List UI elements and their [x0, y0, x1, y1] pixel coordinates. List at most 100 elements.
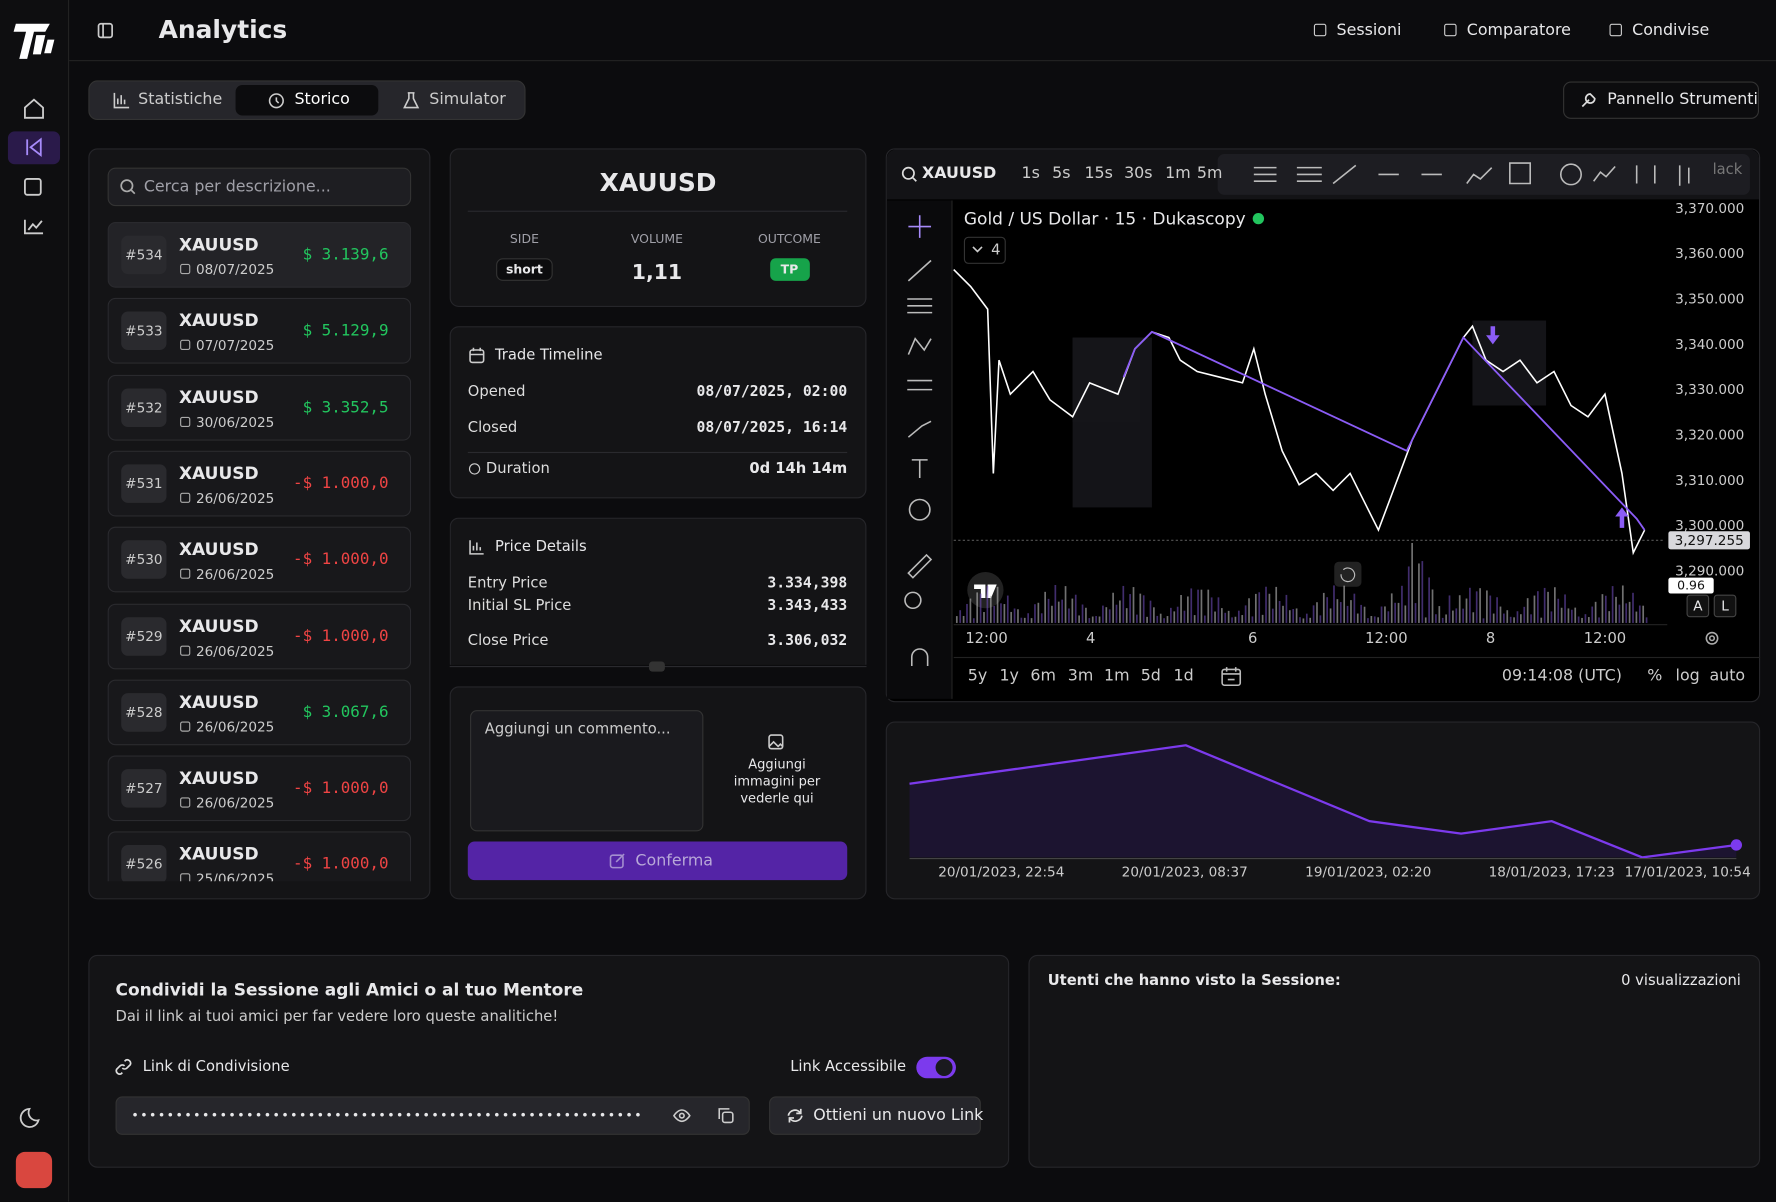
decor [907, 259, 933, 478]
trade-item[interactable] [107, 755, 412, 822]
scale-option[interactable]: log [1675, 667, 1700, 686]
shape [1217, 597, 1220, 623]
toggle-knob [935, 1059, 953, 1077]
shape [1394, 602, 1396, 623]
trade-id-badge [121, 388, 167, 427]
indicator-toggle[interactable] [963, 236, 1006, 264]
trade-item[interactable] [107, 374, 412, 441]
shape [1489, 595, 1492, 623]
equity-x-label: 20/01/2023, 08:37 [1121, 864, 1248, 881]
trade-id: #533 [125, 323, 163, 339]
shape [1183, 610, 1186, 623]
shape [1108, 609, 1111, 623]
range[interactable]: 1y [999, 667, 1019, 686]
shape [1139, 593, 1142, 623]
interval[interactable]: 5s [1052, 164, 1071, 183]
interval[interactable]: 30s [1124, 164, 1153, 183]
shape [1404, 605, 1407, 623]
shape [1553, 587, 1556, 623]
shape [1462, 608, 1464, 623]
trade-id-badge [121, 616, 167, 656]
scale-option[interactable]: auto [1709, 667, 1746, 686]
range[interactable]: 1m [1104, 667, 1130, 686]
comment-input[interactable] [470, 710, 704, 832]
scale-label[interactable]: L [1721, 598, 1729, 614]
shape [721, 1111, 734, 1124]
new-link-label: Ottieni un nuovo Link [813, 1106, 984, 1125]
decor [953, 269, 1646, 556]
volume-value: 0.96 [1677, 578, 1705, 593]
range[interactable]: 1d [1173, 667, 1194, 686]
eye-icon[interactable] [673, 1109, 691, 1123]
shape [1003, 604, 1006, 623]
shape [1074, 594, 1077, 623]
shape [1564, 594, 1566, 623]
shape [1333, 585, 1335, 623]
scale-button [1686, 594, 1710, 618]
header-action[interactable]: Sessioni [1336, 21, 1402, 40]
decor [470, 347, 484, 356]
link-label: Link di Condivisione [142, 1058, 290, 1076]
search[interactable] [107, 167, 412, 207]
shape [1136, 614, 1138, 623]
shape [1288, 610, 1291, 623]
shape [1071, 598, 1074, 623]
interval[interactable]: 1s [1021, 164, 1040, 183]
shape [1299, 617, 1301, 623]
header-action[interactable]: Comparatore [1466, 21, 1571, 40]
row-value: 0d 14h 14m [749, 460, 848, 478]
shape [1017, 609, 1019, 623]
shape [1159, 613, 1162, 623]
shape [1638, 605, 1641, 623]
range[interactable]: 6m [1030, 667, 1056, 686]
divider [467, 210, 848, 212]
new-link-button[interactable] [769, 1096, 981, 1135]
tools-button[interactable] [1563, 81, 1760, 119]
goto-date[interactable] [1221, 666, 1242, 687]
shape [1401, 585, 1403, 623]
interval[interactable]: 1m [1165, 164, 1191, 183]
scale-option[interactable]: % [1647, 667, 1663, 686]
shape [1567, 608, 1570, 623]
shape [1598, 617, 1600, 623]
shape [1156, 615, 1159, 623]
tab[interactable]: Statistiche [138, 90, 223, 109]
shape [1455, 608, 1458, 623]
shape [1248, 598, 1250, 623]
trade-date: 30/06/2025 [195, 414, 275, 430]
shape [1397, 602, 1400, 623]
range[interactable]: 5y [967, 667, 988, 686]
chart-symbol[interactable]: XAUUSD [921, 164, 997, 183]
interval[interactable]: 15s [1084, 164, 1113, 183]
viewers-count: 0 visualizzazioni [1621, 972, 1741, 990]
decor [768, 740, 784, 748]
search-icon [901, 166, 917, 182]
live-dot [1252, 212, 1265, 225]
shape [966, 603, 968, 623]
copy-icon[interactable] [718, 1108, 734, 1124]
link-mask: ••••••••••••••••••••••••••••••••••••••••… [131, 1108, 644, 1124]
image-drop[interactable]: Aggiungi immagini per vederle qui [733, 756, 821, 806]
decor [673, 1109, 691, 1123]
shape [1503, 613, 1505, 623]
shape [1469, 587, 1471, 623]
scale-label[interactable]: A [1693, 598, 1703, 614]
trade-id-badge [121, 845, 167, 882]
decor [1340, 567, 1356, 583]
range[interactable]: 5d [1140, 667, 1161, 686]
sidebar-toggle[interactable] [97, 22, 113, 39]
tab[interactable]: Storico [294, 90, 350, 109]
calendar-icon [180, 873, 191, 882]
trade-date: 07/07/2025 [195, 337, 275, 354]
header-action[interactable]: Condivise [1632, 21, 1710, 40]
tab[interactable]: Simulator [429, 90, 506, 109]
shape [1452, 610, 1454, 623]
row-value: 3.306,032 [767, 632, 848, 650]
shape [959, 610, 962, 623]
interval[interactable]: 5m [1196, 164, 1223, 183]
shape [962, 615, 965, 623]
trade-pnl: $ 3.067,6 [302, 703, 389, 722]
confirm-button[interactable] [467, 841, 848, 881]
range[interactable]: 3m [1067, 667, 1094, 686]
avatar[interactable] [15, 1151, 53, 1189]
